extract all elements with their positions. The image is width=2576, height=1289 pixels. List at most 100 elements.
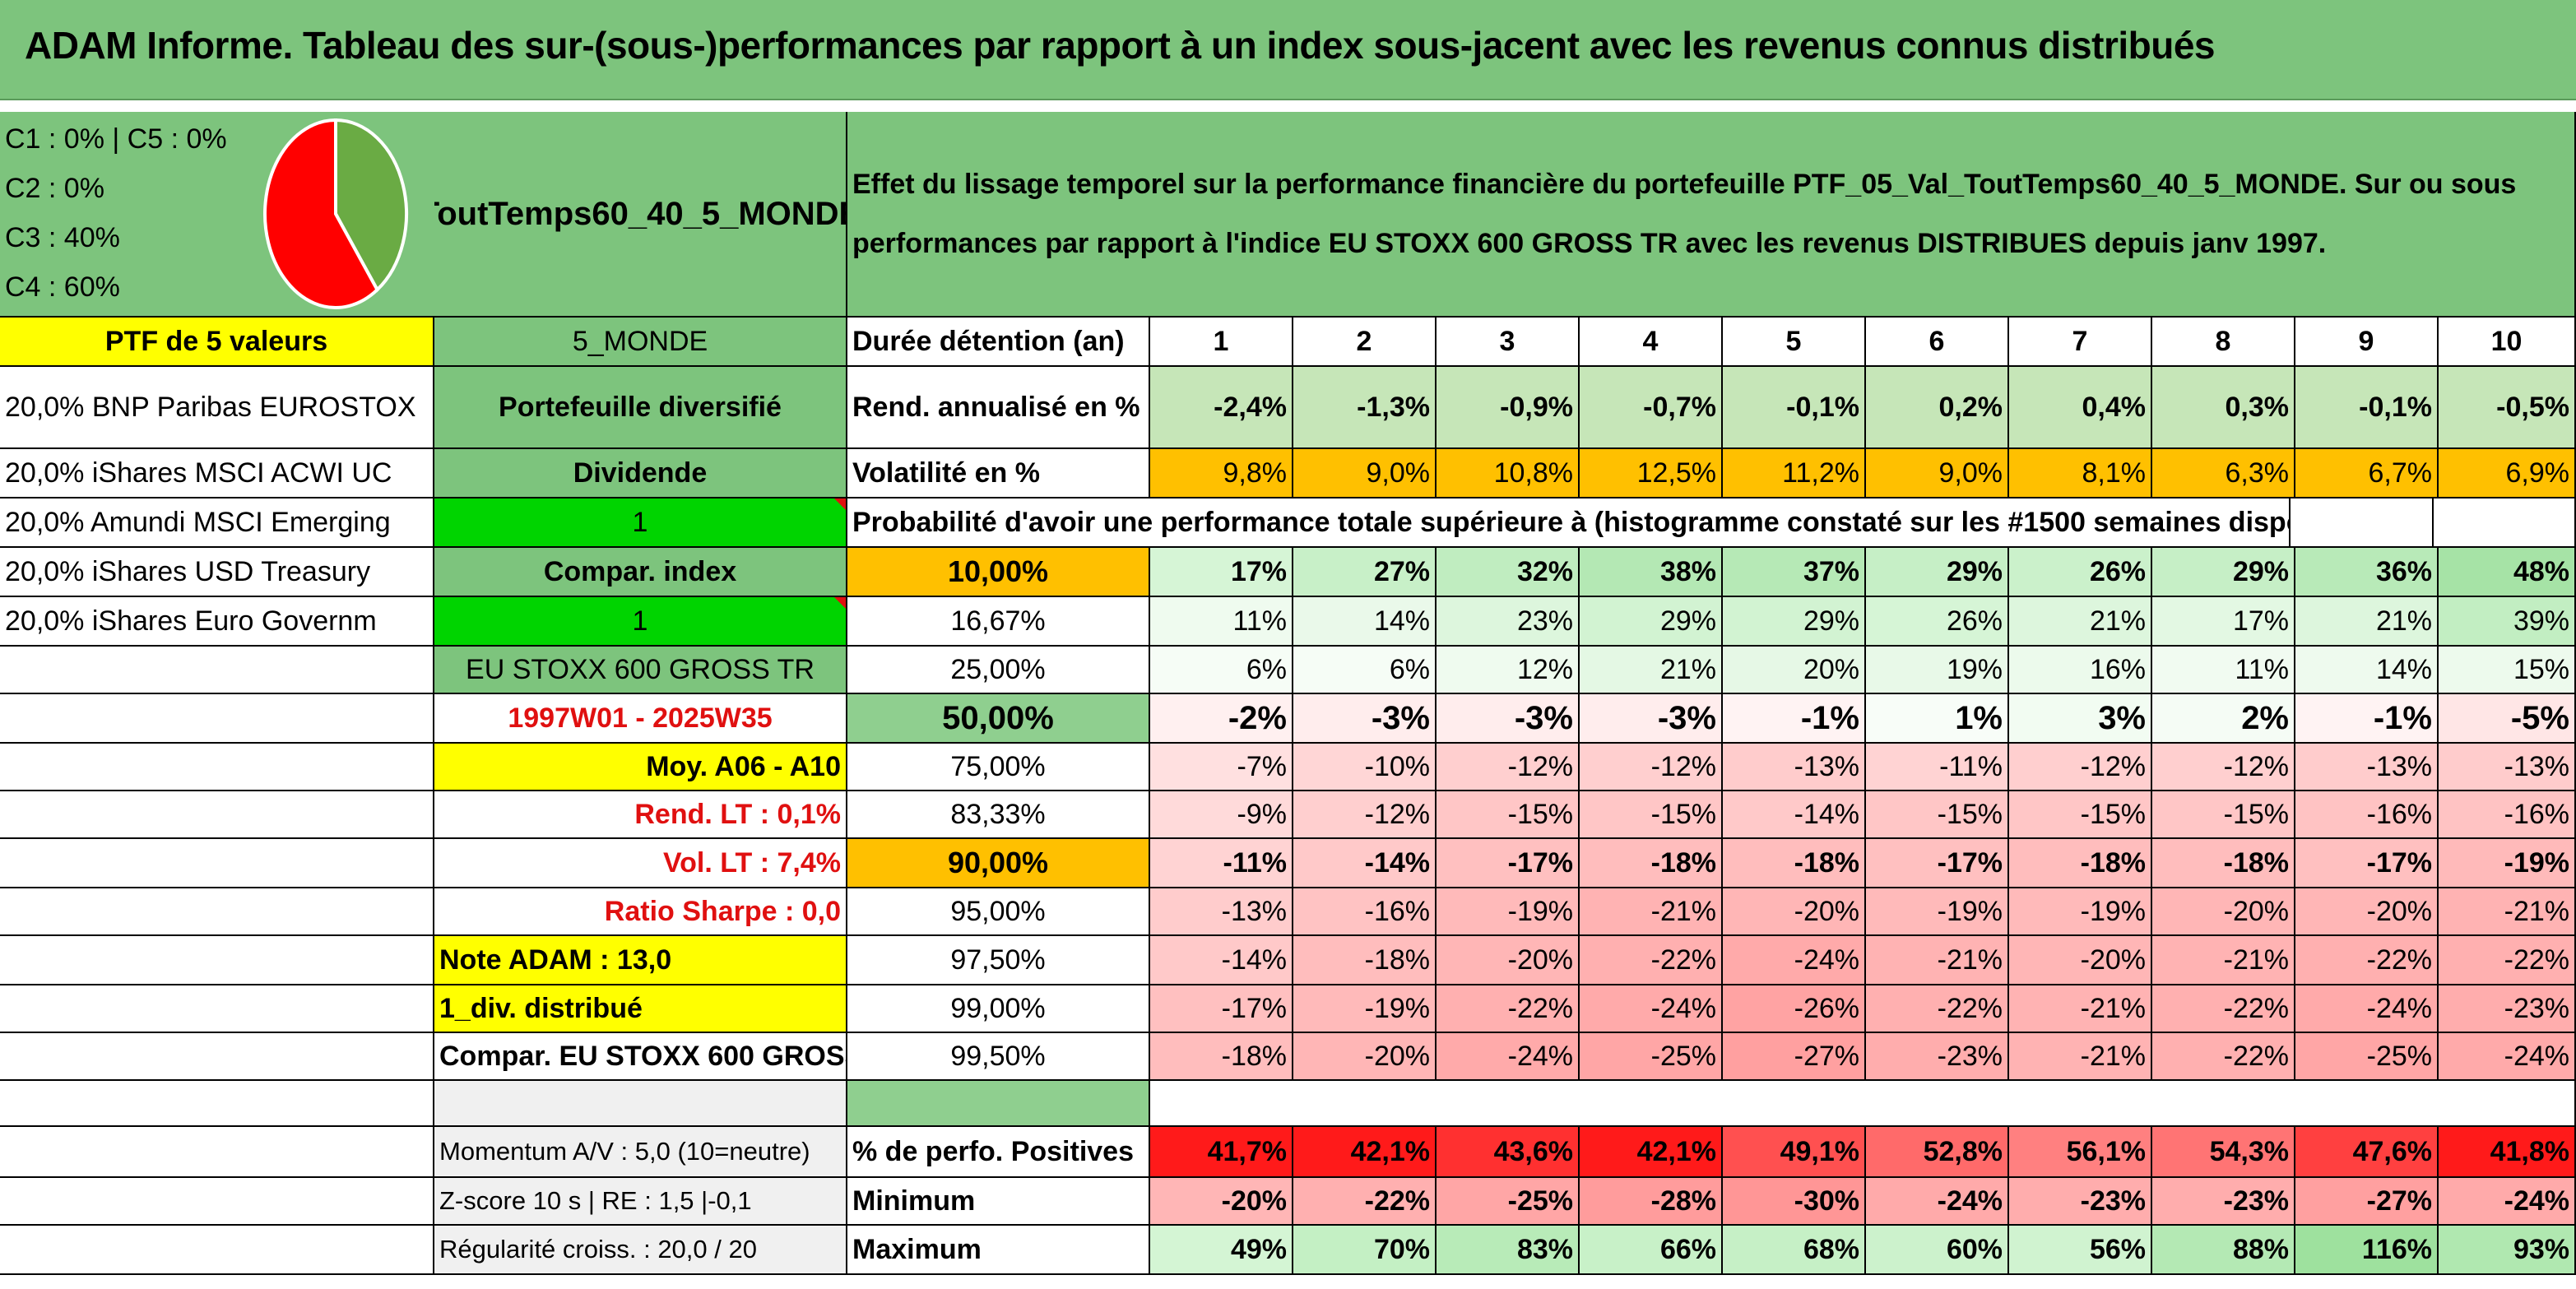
probability-value-text: -24% — [2366, 992, 2432, 1024]
quantile-threshold-text: 99,50% — [950, 1040, 1046, 1072]
probability-value: 27% — [1293, 548, 1437, 597]
annual-return-value: 0,2% — [1866, 367, 2009, 449]
annual-return-value-text: -0,1% — [1786, 391, 1859, 423]
probability-value-text: -9% — [1237, 798, 1287, 830]
annual-return-value: -1,3% — [1293, 367, 1437, 449]
probability-value-text: -16% — [1364, 895, 1430, 927]
probability-value-text: -12% — [2080, 750, 2146, 782]
probability-value-text: -25% — [2366, 1040, 2432, 1072]
probability-value-text: -21% — [1937, 944, 2003, 976]
minimum-value: -22% — [1293, 1178, 1437, 1226]
probability-value: 1% — [1866, 694, 2009, 744]
compar-index-label: Compar. index — [434, 548, 847, 597]
minimum-value-text: -23% — [2223, 1185, 2289, 1217]
probability-value-text: 11% — [1232, 605, 1287, 637]
year-header: 4 — [1580, 318, 1723, 367]
holding-3: 20,0% Amundi MSCI Emerging — [0, 498, 434, 548]
volatility-value: 9,8% — [1150, 449, 1293, 498]
probability-value-text: -21% — [2080, 1040, 2146, 1072]
probability-value-text: 6% — [1246, 653, 1287, 685]
probability-value-text: 12% — [1516, 653, 1573, 685]
quantile-threshold-text: 95,00% — [950, 895, 1046, 927]
probability-value-text: 29% — [1659, 605, 1716, 637]
average-label-text: Moy. A06 - A10 — [646, 750, 841, 782]
positive-perf-label: % de perfo. Positives — [847, 1127, 1150, 1178]
year-header: 6 — [1866, 318, 2009, 367]
probability-value: -21% — [1580, 888, 1723, 936]
compar-full-label-text: Compar. EU STOXX 600 GROSS TR — [439, 1040, 846, 1072]
probability-value: -16% — [2439, 791, 2576, 839]
positive-perf-value: 47,6% — [2295, 1127, 2439, 1178]
probability-value-text: -17% — [2366, 846, 2432, 879]
maximum-value: 49% — [1150, 1226, 1293, 1275]
dividend-distributed-text: 1_div. distribué — [439, 992, 643, 1024]
probability-value-text: -22% — [2504, 944, 2569, 976]
probability-value-text: -24% — [1794, 944, 1859, 976]
probability-value-text: -14% — [1364, 846, 1430, 879]
minimum-value-text: -25% — [1507, 1185, 1573, 1217]
volatility-label: Volatilité en % — [847, 449, 1150, 498]
holding-4-text: 20,0% iShares USD Treasury — [5, 555, 371, 587]
holding-duration-label: Durée détention (an) — [847, 318, 1150, 367]
volatility-value-text: 6,9% — [2505, 457, 2570, 489]
probability-value: -12% — [1293, 791, 1437, 839]
empty-left-cell — [0, 1226, 434, 1275]
empty-left-cell — [0, 1033, 434, 1081]
empty-left-cell — [0, 694, 434, 744]
probability-value-text: -12% — [2223, 750, 2289, 782]
positive-perf-value-text: 42,1% — [1350, 1135, 1430, 1167]
maximum-label-text: Maximum — [852, 1233, 982, 1265]
probability-value: 48% — [2439, 548, 2576, 597]
probability-value: 26% — [2009, 548, 2152, 597]
holding-2: 20,0% iShares MSCI ACWI UC — [0, 449, 434, 498]
volatility-value: 10,8% — [1437, 449, 1580, 498]
probability-value-text: -15% — [1937, 798, 2003, 830]
annual-return-value-text: 0,3% — [2225, 391, 2290, 423]
index-name-text: EU STOXX 600 GROSS TR — [466, 653, 815, 685]
probability-value-text: -19% — [2080, 895, 2146, 927]
empty-left-cell — [0, 744, 434, 791]
probability-value: 14% — [1293, 597, 1437, 647]
probability-value-text: 29% — [2232, 555, 2289, 587]
dividend-label-text: Dividende — [573, 457, 708, 489]
probability-value: -18% — [2152, 839, 2295, 888]
positive-perf-value: 54,3% — [2152, 1127, 2295, 1178]
probability-value-text: -15% — [1507, 798, 1573, 830]
spacer-cell — [1150, 1081, 2576, 1127]
probability-value: -1% — [2295, 694, 2439, 744]
maximum-value-text: 93% — [2513, 1233, 2569, 1265]
probability-value: 29% — [1866, 548, 2009, 597]
annual-return-value: 0,3% — [2152, 367, 2295, 449]
probability-value-text: -15% — [1650, 798, 1716, 830]
probability-value: -10% — [1293, 744, 1437, 791]
annual-return-label: Rend. annualisé en % — [847, 367, 1150, 449]
probability-value: 20% — [1723, 647, 1866, 694]
volatility-value-text: 12,5% — [1636, 457, 1716, 489]
probability-value: -17% — [1866, 839, 2009, 888]
probability-value-text: 29% — [1946, 555, 2003, 587]
probability-value: 3% — [2009, 694, 2152, 744]
probability-value-text: -18% — [2223, 846, 2289, 879]
probability-value-text: 20% — [1803, 653, 1859, 685]
minimum-label-text: Minimum — [852, 1185, 976, 1217]
probability-value-text: -10% — [1364, 750, 1430, 782]
quantile-threshold-text: 50,00% — [942, 699, 1054, 736]
probability-value-text: 21% — [1659, 653, 1716, 685]
probability-value: -26% — [1723, 985, 1866, 1033]
quantile-threshold-text: 97,50% — [950, 944, 1046, 976]
probability-value-text: 26% — [1946, 605, 2003, 637]
probability-value: -27% — [1723, 1033, 1866, 1081]
quantile-threshold: 75,00% — [847, 744, 1150, 791]
probability-value-text: -25% — [1650, 1040, 1716, 1072]
probability-value-text: -3% — [1514, 699, 1573, 736]
allocation-legend-c2: C2 : 0% — [5, 173, 104, 204]
compar-full-label: Compar. EU STOXX 600 GROSS TR — [434, 1033, 847, 1081]
year-header: 9 — [2295, 318, 2439, 367]
year-header-text: 10 — [2490, 325, 2523, 357]
maximum-value: 60% — [1866, 1226, 2009, 1275]
maximum-value-text: 66% — [1659, 1233, 1716, 1265]
probability-value: -24% — [2439, 1033, 2576, 1081]
probability-value: 21% — [1580, 647, 1723, 694]
quantile-threshold: 10,00% — [847, 548, 1150, 597]
probability-value-text: 14% — [1373, 605, 1430, 637]
